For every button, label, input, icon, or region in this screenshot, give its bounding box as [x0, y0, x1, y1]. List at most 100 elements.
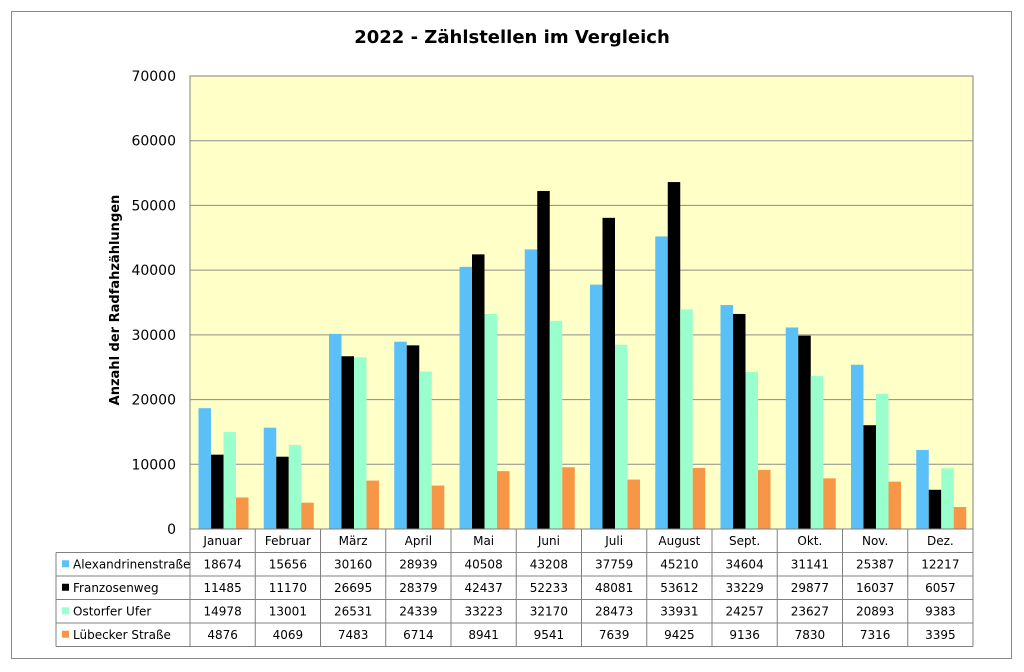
bar-1-7 — [667, 182, 681, 529]
bar-0-10 — [851, 364, 864, 529]
legend-label: Alexandrinenstraße — [73, 557, 190, 571]
data-label: 42437 — [465, 581, 503, 595]
data-label: 30160 — [334, 557, 372, 571]
y-tick-label: 0 — [167, 522, 176, 538]
x-category-label: Juni — [537, 534, 560, 548]
data-label: 48081 — [595, 581, 633, 595]
data-label: 45210 — [660, 557, 698, 571]
data-label: 11485 — [204, 581, 242, 595]
bar-1-3 — [406, 345, 420, 529]
legend-label: Franzosenweg — [73, 581, 159, 595]
data-label: 33931 — [660, 604, 698, 618]
bar-1-1 — [276, 456, 289, 529]
data-label: 23627 — [791, 604, 829, 618]
data-label: 37759 — [595, 557, 633, 571]
legend-key — [62, 630, 69, 638]
x-category-label: April — [405, 534, 432, 548]
bar-2-4 — [484, 313, 497, 529]
bar-0-3 — [394, 341, 407, 529]
legend-key — [62, 607, 69, 615]
data-label: 29877 — [791, 581, 829, 595]
bar-3-11 — [953, 507, 967, 529]
x-category-label: August — [658, 534, 700, 548]
bar-0-4 — [459, 266, 472, 529]
data-label: 16037 — [856, 581, 894, 595]
data-label: 24257 — [726, 604, 764, 618]
data-label: 9136 — [729, 628, 760, 642]
bar-2-6 — [615, 344, 628, 529]
bar-3-6 — [627, 479, 640, 529]
bar-0-2 — [329, 333, 342, 529]
bar-3-9 — [823, 478, 836, 529]
data-label: 9383 — [925, 604, 956, 618]
bar-3-4 — [497, 471, 510, 529]
bar-1-10 — [863, 425, 876, 529]
data-label: 3395 — [925, 628, 956, 642]
data-label: 7316 — [860, 628, 891, 642]
x-category-label: Februar — [265, 534, 311, 548]
bar-3-7 — [692, 468, 706, 529]
bar-1-9 — [798, 335, 811, 529]
data-label: 52233 — [530, 581, 568, 595]
bar-1-4 — [472, 254, 485, 529]
plot-background — [189, 75, 974, 530]
legend-label: Ostorfer Ufer — [73, 604, 151, 618]
x-category-label: Okt. — [797, 534, 822, 548]
y-tick-label: 50000 — [131, 198, 176, 214]
data-label: 40508 — [465, 557, 503, 571]
bar-2-10 — [876, 393, 889, 529]
data-label: 9425 — [664, 628, 695, 642]
data-label: 4876 — [207, 628, 238, 642]
data-label: 6714 — [403, 628, 434, 642]
data-label: 6057 — [925, 581, 956, 595]
y-tick-label: 70000 — [131, 69, 176, 85]
data-label: 24339 — [399, 604, 437, 618]
data-label: 26531 — [334, 604, 372, 618]
data-label: 34604 — [726, 557, 764, 571]
bar-2-5 — [549, 320, 563, 529]
x-category-label: Nov. — [862, 534, 888, 548]
bar-2-1 — [288, 444, 302, 529]
y-tick-label: 20000 — [131, 393, 176, 409]
bar-0-11 — [916, 449, 929, 529]
bar-1-0 — [211, 454, 224, 529]
bars — [198, 182, 967, 530]
data-label: 7830 — [795, 628, 826, 642]
bar-3-1 — [301, 502, 314, 529]
bar-2-3 — [419, 371, 432, 529]
bar-2-2 — [354, 357, 367, 529]
chart-title: 2022 - Zählstellen im Vergleich — [354, 27, 670, 48]
bar-2-8 — [745, 372, 758, 529]
bar-0-8 — [720, 305, 733, 529]
x-category-label: Juli — [604, 534, 623, 548]
data-label: 33229 — [726, 581, 764, 595]
data-label: 9541 — [534, 628, 565, 642]
bar-1-11 — [928, 489, 942, 529]
bar-0-7 — [655, 236, 668, 530]
bar-1-5 — [537, 190, 550, 529]
data-label: 33223 — [465, 604, 503, 618]
data-label: 8941 — [468, 628, 499, 642]
y-tick-label: 60000 — [131, 134, 176, 150]
data-label: 32170 — [530, 604, 568, 618]
legend-label: Lübecker Straße — [73, 628, 171, 642]
y-axis-label: Anzahl der Radfahzählungen — [108, 195, 123, 406]
plot-area: 0 10000 20000 30000 40000 50000 60000 70000 — [131, 69, 974, 538]
bar-2-9 — [810, 376, 824, 529]
bar-0-9 — [785, 327, 799, 529]
data-label: 25387 — [856, 557, 894, 571]
bar-1-2 — [341, 356, 354, 529]
bar-3-8 — [758, 469, 771, 529]
bar-0-0 — [198, 408, 211, 529]
data-label: 7483 — [338, 628, 369, 642]
bar-2-11 — [941, 468, 954, 529]
data-table: Januar Februar März April Mai Juni Juli August S… — [55, 528, 974, 647]
bar-2-0 — [223, 432, 236, 529]
data-label: 43208 — [530, 557, 568, 571]
data-label: 53612 — [660, 581, 698, 595]
y-tick-label: 30000 — [131, 328, 176, 344]
data-label: 14978 — [204, 604, 242, 618]
bar-1-8 — [733, 313, 746, 529]
x-category-label: Dez. — [927, 534, 954, 548]
